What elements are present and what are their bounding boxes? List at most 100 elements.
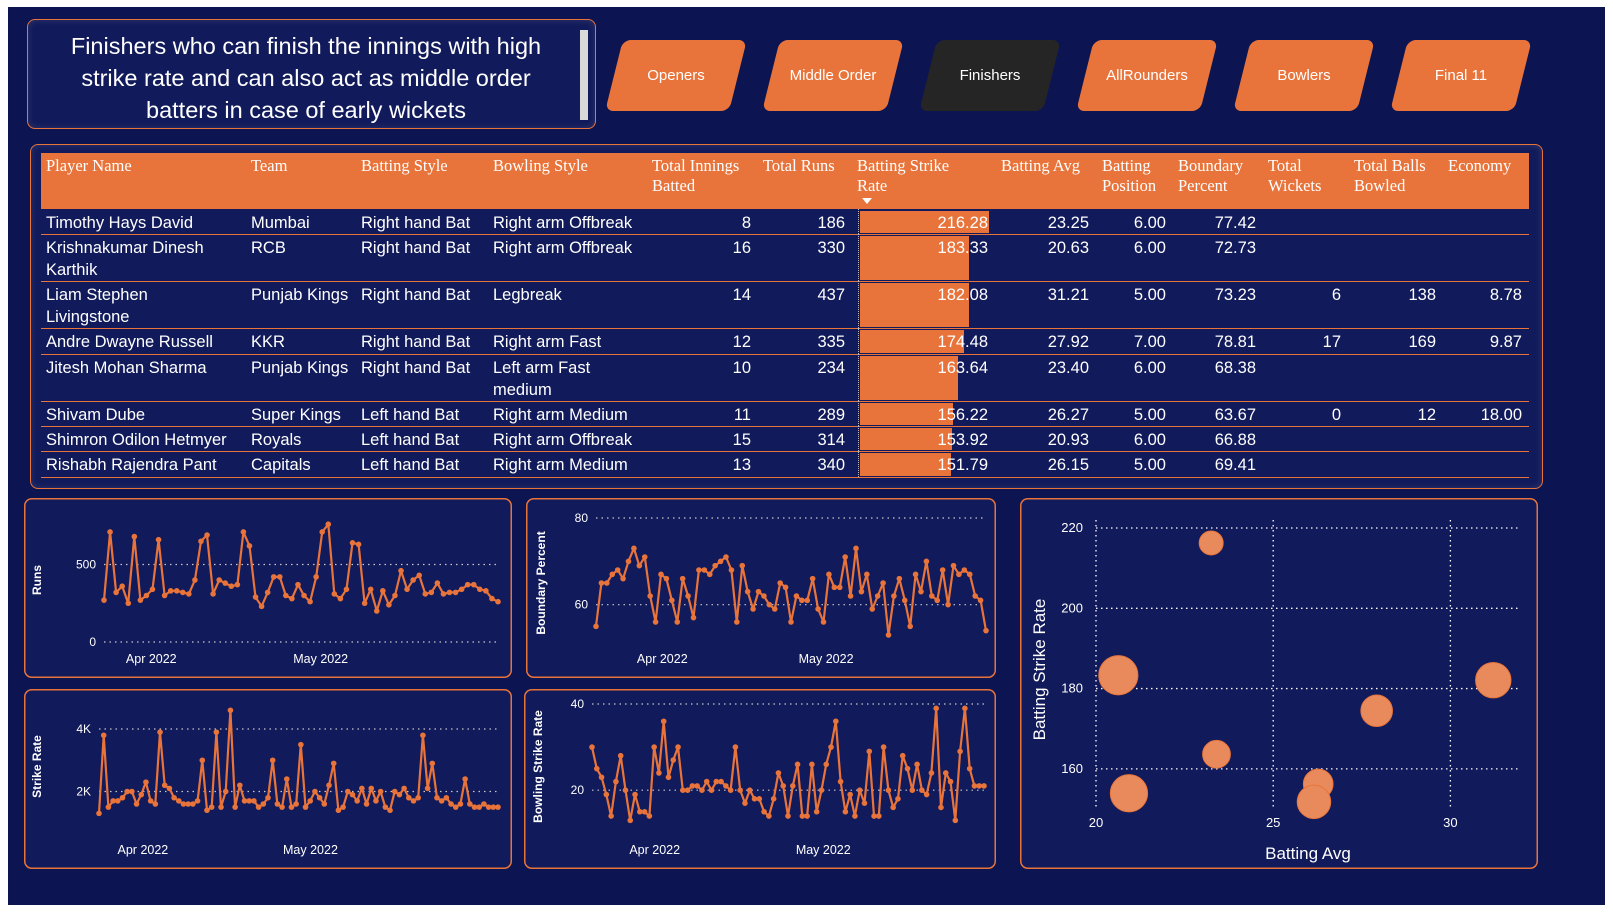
sort-descending-icon[interactable] bbox=[862, 198, 872, 204]
data-point bbox=[609, 571, 616, 578]
strike-rate-bar bbox=[860, 283, 969, 327]
table-row[interactable]: Shimron Odilon Hetmyer Royals Left hand Ba… bbox=[41, 426, 1529, 452]
data-point bbox=[717, 558, 724, 565]
data-point bbox=[820, 619, 827, 625]
data-point bbox=[194, 798, 201, 804]
cell-batting-avg: 20.93 bbox=[1047, 431, 1089, 449]
header-batting-avg[interactable]: Batting Avg bbox=[1001, 156, 1080, 175]
header-total-balls-bowled[interactable]: Total Balls Bowled bbox=[1354, 156, 1426, 196]
cell-boundary-percent: 63.67 bbox=[1214, 406, 1256, 424]
data-point bbox=[751, 796, 758, 802]
data-point bbox=[818, 787, 825, 794]
cell-boundary-percent: 77.42 bbox=[1214, 214, 1256, 232]
data-point bbox=[406, 794, 412, 801]
header-line: Total bbox=[1268, 156, 1302, 175]
data-point bbox=[699, 787, 705, 794]
data-point bbox=[237, 782, 243, 789]
header-bowling-style[interactable]: Bowling Style bbox=[493, 156, 588, 175]
data-point bbox=[593, 765, 600, 772]
cell-bowling-style: Left arm Fast medium bbox=[493, 357, 590, 401]
table-row[interactable]: Andre Dwayne Russell KKR Right hand Bat Rig… bbox=[41, 328, 1529, 355]
cell-batting-style: Left hand Bat bbox=[361, 456, 460, 474]
cell-batting-style: Left hand Bat bbox=[361, 431, 460, 449]
data-point bbox=[771, 606, 778, 612]
cell-line: Shivam Dube bbox=[46, 406, 146, 424]
data-point bbox=[471, 804, 478, 810]
nav-middle-order-button[interactable]: Middle Order bbox=[762, 40, 904, 111]
y-tick-label: 0 bbox=[89, 635, 96, 649]
header-total-runs[interactable]: Total Runs bbox=[763, 156, 835, 175]
data-point bbox=[363, 801, 370, 807]
data-point bbox=[598, 774, 605, 781]
nav-final-11-button[interactable]: Final 11 bbox=[1390, 40, 1532, 111]
data-point bbox=[404, 586, 410, 593]
data-point bbox=[373, 608, 380, 614]
data-point bbox=[804, 597, 811, 604]
data-point bbox=[391, 788, 398, 795]
boundary-chart-svg: 60 80 Boundary Percent Apr 2022 May 2022 bbox=[526, 498, 996, 678]
header-boundary-percent[interactable]: Boundary Percent bbox=[1178, 156, 1243, 196]
data-point bbox=[880, 744, 887, 750]
bar-axis-line bbox=[858, 209, 860, 234]
table-row[interactable]: Krishnakumar Dinesh Karthik RCB Right hand … bbox=[41, 234, 1529, 282]
header-line: Batting Strike bbox=[857, 156, 950, 175]
table-row[interactable]: Jitesh Mohan Sharma Punjab Kings Right han… bbox=[41, 354, 1529, 402]
data-point bbox=[213, 729, 220, 735]
data-point bbox=[218, 804, 224, 810]
data-point bbox=[689, 783, 696, 789]
data-point bbox=[766, 813, 772, 819]
data-point bbox=[222, 788, 229, 795]
header-total-wickets[interactable]: Total Wickets bbox=[1268, 156, 1321, 196]
data-point bbox=[198, 538, 204, 545]
nav-bowlers-button[interactable]: Bowlers bbox=[1233, 40, 1375, 111]
data-point bbox=[737, 787, 743, 794]
data-point bbox=[831, 584, 838, 591]
strike-rate-chart-svg: 2K 4K Strike Rate Apr 2022 May 2022 bbox=[24, 689, 512, 869]
data-point bbox=[326, 782, 332, 789]
x-tick-label: 30 bbox=[1443, 815, 1457, 830]
nav-finishers-button[interactable]: Finishers bbox=[919, 40, 1061, 111]
header-line: Total Balls bbox=[1354, 156, 1426, 175]
y-axis-label: Boundary Percent bbox=[534, 531, 548, 634]
data-point bbox=[891, 593, 897, 599]
nav-openers-button[interactable]: Openers bbox=[605, 40, 747, 111]
data-point bbox=[222, 580, 229, 586]
cell-batting-avg: 31.21 bbox=[1047, 286, 1089, 304]
data-point bbox=[330, 760, 337, 767]
data-point bbox=[742, 800, 748, 806]
data-point bbox=[343, 586, 350, 593]
data-point bbox=[933, 705, 939, 712]
data-point bbox=[947, 778, 954, 785]
data-point bbox=[190, 801, 196, 807]
header-economy[interactable]: Economy bbox=[1448, 156, 1512, 175]
y-tick-label: 200 bbox=[1061, 600, 1083, 615]
cell-batting-position: 6.00 bbox=[1133, 214, 1166, 232]
table-row[interactable]: Rishabh Rajendra Pant Capitals Left hand B… bbox=[41, 451, 1529, 478]
nav-allrounders-button[interactable]: AllRounders bbox=[1076, 40, 1218, 111]
table-row[interactable]: Liam Stephen Livingstone Punjab Kings Right… bbox=[41, 281, 1529, 329]
data-point bbox=[295, 581, 301, 588]
data-point bbox=[166, 785, 173, 792]
cell-strike-rate: 163.64 bbox=[937, 359, 988, 377]
scatter-point bbox=[1360, 694, 1393, 728]
table-row[interactable]: Timothy Hays David Mumbai Right hand Bat Ri… bbox=[41, 209, 1529, 235]
header-team[interactable]: Team bbox=[251, 156, 288, 175]
cell-innings: 10 bbox=[732, 359, 751, 377]
cell-batting-position: 5.00 bbox=[1133, 406, 1166, 424]
header-player-name[interactable]: Player Name bbox=[46, 156, 132, 175]
data-point bbox=[869, 606, 876, 612]
x-tick-label: May 2022 bbox=[283, 843, 338, 857]
table-row[interactable]: Shivam Dube Super Kings Left hand Bat Right… bbox=[41, 401, 1529, 427]
description-scrollbar[interactable] bbox=[580, 30, 588, 120]
header-batting-strike-rate[interactable]: Batting Strike Rate bbox=[857, 156, 949, 196]
cell-team: Capitals bbox=[251, 456, 311, 474]
data-point bbox=[340, 804, 346, 810]
header-total-innings[interactable]: Total Innings Batted bbox=[652, 156, 739, 196]
cell-economy: 8.78 bbox=[1489, 286, 1522, 304]
cell-batting-style: Left hand Bat bbox=[361, 406, 460, 424]
header-batting-style[interactable]: Batting Style bbox=[361, 156, 448, 175]
cell-strike-rate: 216.28 bbox=[937, 214, 988, 232]
data-point bbox=[632, 791, 638, 798]
header-batting-position[interactable]: Batting Position bbox=[1102, 156, 1156, 196]
data-point bbox=[739, 562, 746, 569]
